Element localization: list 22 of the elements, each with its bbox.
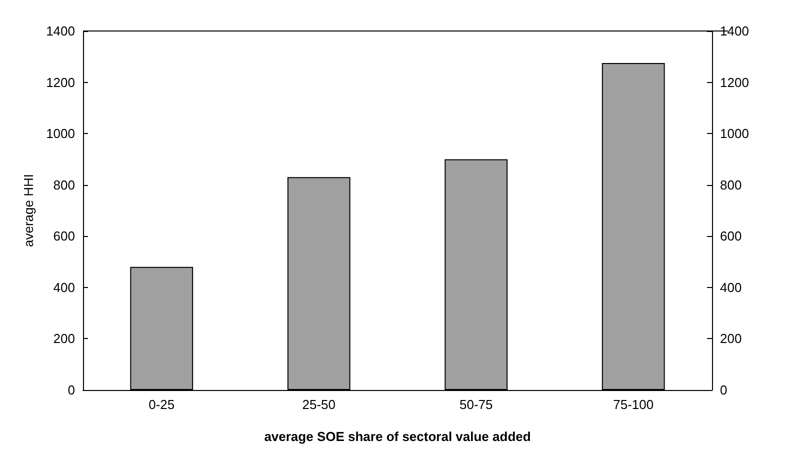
y2-tick-label: 0	[720, 382, 728, 398]
x-tick-label: 0-25	[148, 397, 175, 412]
y2-tick-label: 1000	[720, 126, 749, 142]
y2-tick-label: 800	[720, 177, 742, 192]
x-axis-title: average SOE share of sectoral value added	[264, 429, 531, 444]
y-tick-label: 600	[53, 228, 75, 244]
y-tick-label: 1000	[46, 126, 75, 142]
y2-tick-label: 200	[720, 331, 742, 346]
y-tick-label: 0	[68, 382, 75, 398]
y-tick-label: 400	[53, 280, 75, 295]
y2-tick-label: 600	[720, 228, 742, 244]
y2-tick-label: 1200	[720, 74, 749, 90]
x-tick-label: 25-50	[302, 397, 336, 412]
y2-tick-label: 400	[720, 280, 742, 295]
y-axis-title: average HHI	[21, 174, 36, 247]
y2-tick-label: 1400	[720, 24, 749, 38]
x-tick-label: 50-75	[460, 397, 493, 412]
y-tick-label: 1200	[46, 74, 75, 90]
y-tick-label: 800	[53, 177, 75, 192]
y-tick-label: 200	[53, 331, 75, 346]
y-tick-label: 1400	[46, 24, 75, 38]
x-tick-label: 75-100	[613, 397, 654, 412]
